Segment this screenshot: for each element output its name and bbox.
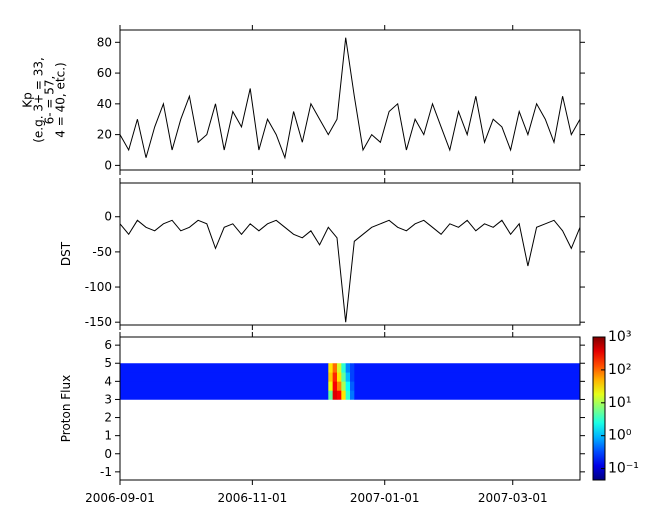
heat-cell — [345, 381, 351, 391]
panel: 0 20 40 60 80 Kp(e.g. 3+ = 33,6- = 57,4 = 40,… — [21, 25, 585, 175]
y-axis-label: DST — [59, 241, 73, 266]
y-tick-label: -50 — [92, 245, 112, 259]
panel-frame — [119, 182, 581, 326]
y-tick-label: 40 — [97, 97, 112, 111]
y-tick-label: 20 — [97, 128, 112, 142]
y-tick-label: 3 — [104, 392, 112, 406]
y-axis-label: 4 = 40, etc.) — [54, 62, 68, 137]
heat-cell — [120, 363, 329, 373]
heat-cell — [336, 372, 342, 382]
heat-cell — [341, 363, 346, 373]
heat-cell — [328, 363, 333, 373]
heat-cell — [341, 390, 346, 400]
y-tick-label: 2 — [104, 411, 112, 425]
y-tick-label: 80 — [97, 35, 112, 49]
y-tick-label: 0 — [104, 158, 112, 172]
heat-cell — [328, 381, 333, 391]
heat-cell — [336, 390, 342, 400]
heat-cell — [336, 381, 342, 391]
heat-cell — [120, 372, 329, 382]
heat-cell — [345, 390, 351, 400]
y-tick-label: 6 — [104, 338, 112, 352]
y-tick-label: -150 — [85, 315, 112, 329]
x-tick-label: 2006-09-01 — [85, 491, 155, 505]
heat-cell — [336, 363, 342, 373]
heat-cell — [350, 372, 355, 382]
y-tick-label: 0 — [104, 210, 112, 224]
y-tick-label: -1 — [100, 465, 112, 479]
y-axis-label: Kp — [21, 92, 35, 108]
colorbar-tick-label: 10⁻¹ — [608, 461, 639, 477]
y-tick-label: -100 — [85, 280, 112, 294]
heat-cell — [328, 390, 333, 400]
heat-cell — [332, 381, 338, 391]
x-tick-label: 2007-03-01 — [478, 491, 548, 505]
heat-cell — [354, 390, 581, 400]
heat-cell — [120, 381, 329, 391]
heat-cell — [332, 363, 338, 373]
heat-cell — [341, 372, 346, 382]
heat-cell — [354, 372, 581, 382]
y-tick-label: 0 — [104, 447, 112, 461]
data-line — [119, 219, 581, 323]
x-tick-label: 2007-01-01 — [350, 491, 420, 505]
panel: -1 0 1 2 3 4 5 6 2006-09-01 2006-11-01 2007-01-01 2… — [59, 329, 639, 505]
colorbar-tick-label: 10³ — [608, 329, 631, 345]
colorbar-tick-label: 10¹ — [608, 395, 631, 411]
heat-cell — [354, 363, 581, 373]
heat-cell — [341, 381, 346, 391]
heat-cell — [328, 372, 333, 382]
heat-cell — [332, 390, 338, 400]
y-tick-label: 60 — [97, 66, 112, 80]
y-axis-label: Proton Flux — [59, 375, 73, 442]
y-axis-label: 6- = 57, — [43, 76, 57, 125]
colorbar-tick-label: 10⁰ — [608, 428, 632, 444]
panel-frame — [119, 336, 581, 481]
heat-cell — [354, 381, 581, 391]
heat-cell — [350, 381, 355, 391]
heat-cell — [120, 390, 329, 400]
heat-cell — [350, 363, 355, 373]
y-axis-label: (e.g. 3+ = 33, — [32, 57, 46, 143]
heat-cell — [345, 372, 351, 382]
heat-cell — [345, 363, 351, 373]
panel: 0 -50 -100 -150 DST — [59, 178, 585, 330]
y-tick-label: 5 — [104, 356, 112, 370]
heat-cell — [332, 372, 338, 382]
colorbar-tick-label: 10² — [608, 362, 631, 378]
x-tick-label: 2006-11-01 — [217, 491, 287, 505]
data-line — [119, 37, 581, 160]
y-tick-label: 1 — [104, 429, 112, 443]
colorbar — [592, 336, 606, 481]
panel-frame — [119, 29, 581, 171]
heat-cell — [350, 390, 355, 400]
y-tick-label: 4 — [104, 374, 112, 388]
